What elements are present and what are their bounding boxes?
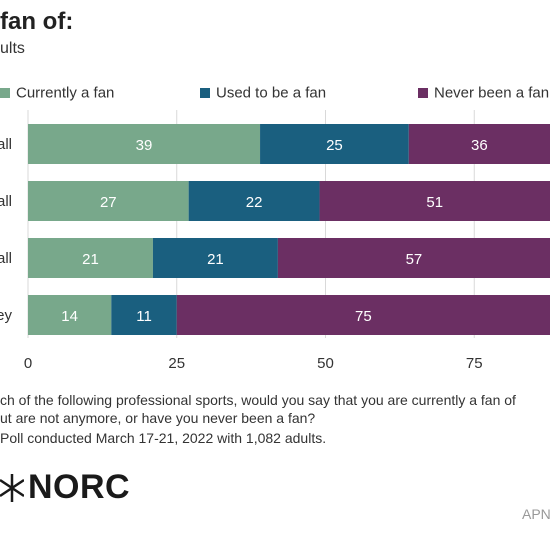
credit-text: APN bbox=[522, 506, 550, 522]
data-label: 75 bbox=[355, 308, 372, 325]
legend-swatch-current bbox=[0, 88, 10, 99]
note-methodology: Poll conducted March 17-21, 2022 with 1,… bbox=[0, 430, 327, 446]
category-label: all bbox=[0, 250, 12, 267]
category-label: all bbox=[0, 136, 12, 153]
bar-segment bbox=[176, 295, 550, 335]
legend-item-former: Used to be a fan bbox=[200, 84, 326, 102]
bar-segment bbox=[277, 238, 550, 278]
data-label: 21 bbox=[82, 251, 99, 268]
legend-item-current: Currently a fan bbox=[0, 84, 114, 102]
data-label: 14 bbox=[61, 308, 78, 325]
data-label: 36 bbox=[471, 137, 488, 154]
x-tick-label: 50 bbox=[317, 355, 334, 372]
chart-title: fan of: bbox=[0, 8, 74, 35]
bar-segment bbox=[28, 124, 261, 164]
norc-logo-text: NORC bbox=[28, 468, 131, 506]
note-question-line-2: ut are not anymore, or have you never be… bbox=[0, 410, 316, 426]
legend-swatch-never bbox=[418, 88, 428, 99]
bar-segment bbox=[28, 238, 153, 278]
stacked-bar-chart: all 39 25 36 all 27 22 51 all 21 21 57 ey 14 11 75 0 25 50… bbox=[0, 110, 550, 372]
legend-label-current: Currently a fan bbox=[16, 84, 115, 102]
data-label: 27 bbox=[100, 194, 117, 211]
legend-label-former: Used to be a fan bbox=[216, 84, 327, 102]
category-label: all bbox=[0, 193, 12, 210]
x-tick-label: 0 bbox=[24, 355, 32, 372]
bar-segment bbox=[111, 295, 177, 335]
note-question-line-1: ch of the following professional sports,… bbox=[0, 392, 516, 408]
category-label: ey bbox=[0, 307, 12, 324]
chart-subtitle: ults bbox=[0, 40, 25, 57]
bar-segment bbox=[408, 124, 550, 164]
bar-segment bbox=[152, 238, 278, 278]
data-label: 25 bbox=[326, 137, 343, 154]
bar-segment bbox=[28, 295, 112, 335]
legend-swatch-former bbox=[200, 88, 210, 99]
bar-segment bbox=[28, 181, 189, 221]
x-tick-label: 25 bbox=[168, 355, 185, 372]
data-label: 51 bbox=[426, 194, 443, 211]
norc-star-icon bbox=[0, 474, 24, 502]
data-label: 39 bbox=[136, 137, 153, 154]
bar-segment bbox=[260, 124, 409, 164]
legend-item-never: Never been a fan bbox=[418, 84, 549, 102]
legend-label-never: Never been a fan bbox=[434, 84, 550, 102]
bar-segment bbox=[188, 181, 320, 221]
data-label: 22 bbox=[246, 194, 263, 211]
data-label: 57 bbox=[406, 251, 423, 268]
data-label: 21 bbox=[207, 251, 224, 268]
x-tick-label: 75 bbox=[466, 355, 483, 372]
bar-segment bbox=[319, 181, 550, 221]
data-label: 11 bbox=[136, 308, 152, 325]
